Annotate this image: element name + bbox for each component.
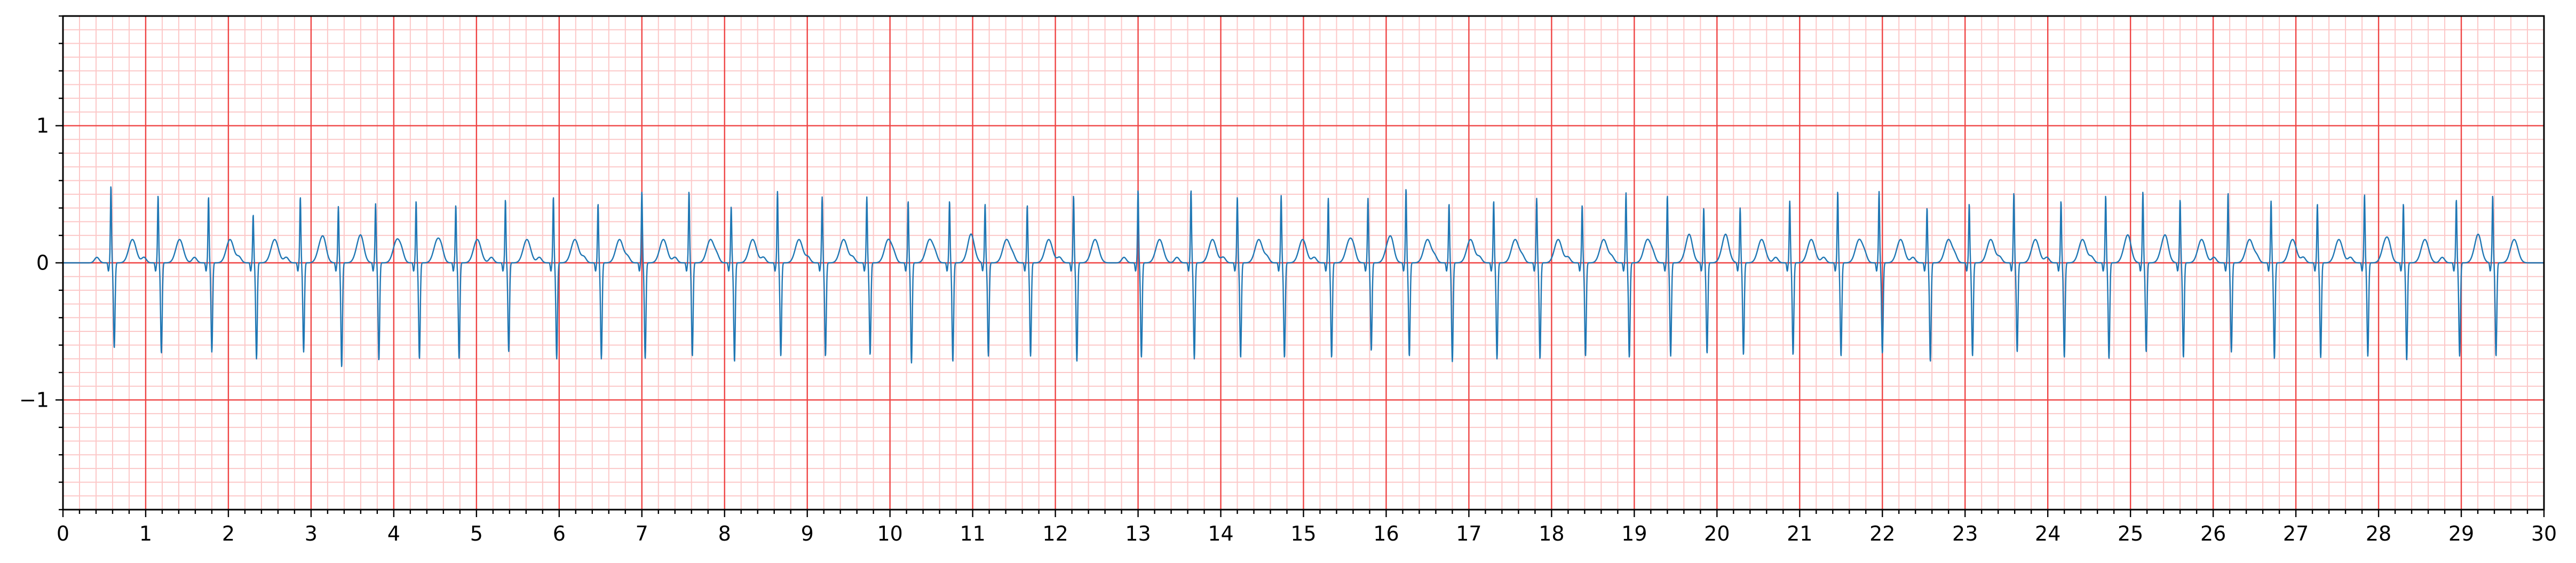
x-tick-label: 3	[305, 522, 318, 545]
x-axis-ticks: 0 1 2 3 4 5 6 7 8 9 10 11 12 13 14 15 16 17 18 19 20 21 22 23 24…	[57, 510, 2557, 545]
x-tick-label: 5	[470, 522, 483, 545]
x-tick-label: 18	[1539, 522, 1564, 545]
y-tick-label: 0	[36, 251, 49, 275]
x-tick-label: 27	[2283, 522, 2309, 545]
x-tick-label: 26	[2200, 522, 2226, 545]
x-tick-label: 6	[553, 522, 566, 545]
x-tick-label: 7	[636, 522, 648, 545]
x-tick-label: 22	[1869, 522, 1895, 545]
y-tick-label: 1	[36, 114, 49, 138]
ecg-signal-line	[62, 186, 2545, 367]
x-tick-label: 12	[1042, 522, 1068, 545]
x-tick-label: 17	[1456, 522, 1481, 545]
x-tick-label: 11	[960, 522, 985, 545]
x-tick-label: 20	[1704, 522, 1730, 545]
x-tick-label: 23	[1952, 522, 1978, 545]
x-tick-label: 19	[1621, 522, 1647, 545]
x-tick-label: 28	[2366, 522, 2391, 545]
x-tick-label: 30	[2531, 522, 2557, 545]
x-tick-label: 14	[1208, 522, 1233, 545]
x-tick-label: 10	[877, 522, 902, 545]
x-tick-label: 25	[2118, 522, 2143, 545]
x-tick-label: 29	[2448, 522, 2474, 545]
x-tick-label: 1	[139, 522, 152, 545]
x-tick-label: 21	[1787, 522, 1812, 545]
x-tick-label: 9	[801, 522, 814, 545]
x-tick-label: 24	[2035, 522, 2060, 545]
major-grid	[62, 16, 2545, 510]
x-tick-label: 8	[718, 522, 731, 545]
x-tick-label: 0	[57, 522, 69, 545]
x-tick-label: 2	[222, 522, 235, 545]
x-tick-label: 15	[1290, 522, 1316, 545]
x-tick-label: 16	[1373, 522, 1399, 545]
y-tick-label: −1	[19, 388, 49, 411]
x-tick-label: 4	[387, 522, 400, 545]
x-tick-label: 13	[1125, 522, 1151, 545]
y-axis-ticks: 1 0 −1	[19, 15, 63, 511]
